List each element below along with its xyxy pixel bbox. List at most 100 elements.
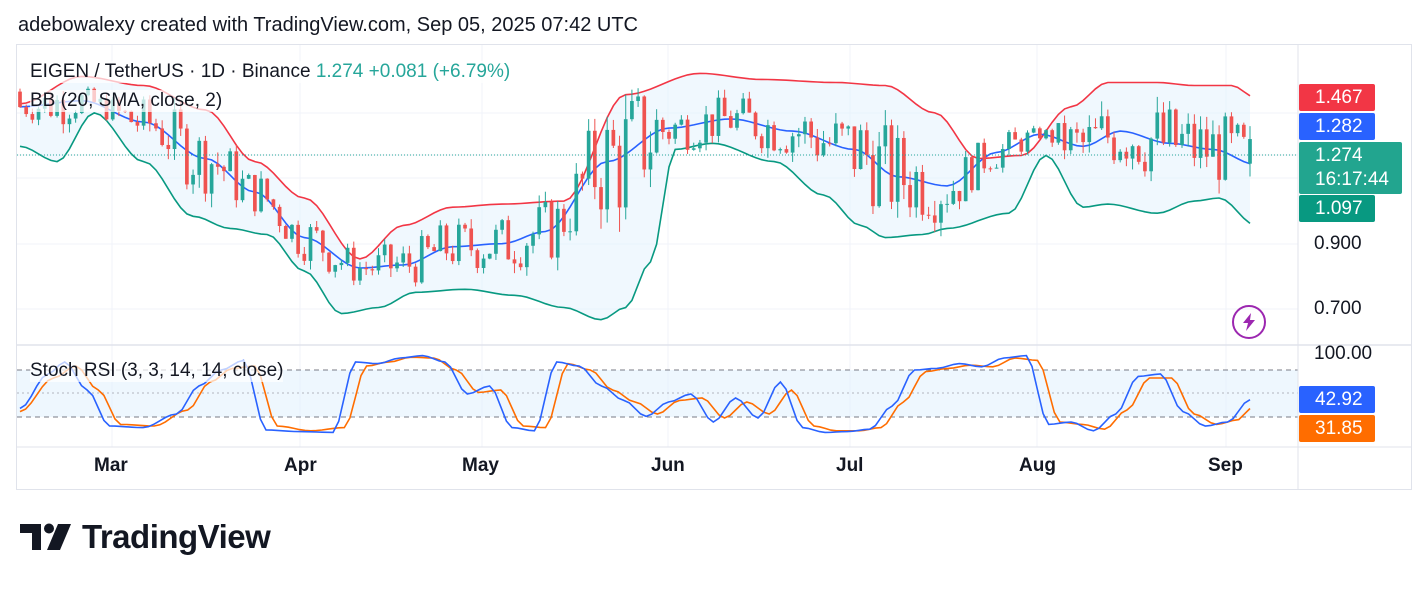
candle-body xyxy=(296,224,300,254)
candle-body xyxy=(1105,116,1110,138)
candle-body xyxy=(1161,112,1166,143)
candle-body xyxy=(1025,132,1030,152)
stoch-rsi-legend[interactable]: Stoch RSI (3, 3, 14, 14, close) xyxy=(30,360,284,382)
candle-body xyxy=(506,220,511,260)
candle-body xyxy=(963,157,968,202)
candle-body xyxy=(1217,134,1221,180)
candle-body xyxy=(1241,124,1246,137)
candle-body xyxy=(951,190,956,204)
candle-body xyxy=(1211,134,1215,157)
candle-body xyxy=(568,231,572,233)
candle-body xyxy=(1068,129,1073,151)
candle-body xyxy=(339,262,344,266)
candle-body xyxy=(234,151,239,201)
lightning-icon[interactable] xyxy=(1232,305,1266,339)
candle-body xyxy=(784,149,789,153)
candle-body xyxy=(432,247,436,252)
candle-body xyxy=(290,224,294,239)
bb-legend[interactable]: BB (20, SMA, close, 2) xyxy=(30,90,223,112)
candle-body xyxy=(401,253,406,263)
candle-body xyxy=(834,123,838,144)
candle-body xyxy=(654,119,659,153)
candle-body xyxy=(722,97,727,117)
candle-body xyxy=(197,140,202,175)
candle-body xyxy=(735,113,739,128)
current-price-tag: 1.274 16:17:44 xyxy=(1299,142,1402,194)
candle-body xyxy=(67,118,72,125)
candle-body xyxy=(815,137,820,156)
candle-body xyxy=(1031,128,1036,133)
month-label-aug: Aug xyxy=(1019,455,1056,476)
candle-body xyxy=(1007,132,1011,150)
candle-body xyxy=(351,247,356,281)
candle-body xyxy=(469,228,474,251)
candle-body xyxy=(908,185,912,208)
candle-body xyxy=(1044,130,1048,139)
candle-body xyxy=(364,268,368,270)
candle-body xyxy=(537,207,542,235)
candle-body xyxy=(759,136,764,149)
candle-body xyxy=(494,229,498,254)
candle-body xyxy=(1143,161,1147,172)
candle-body xyxy=(592,130,597,188)
candle-body xyxy=(358,268,362,281)
candle-body xyxy=(456,224,461,262)
candle-body xyxy=(994,167,999,169)
candle-body xyxy=(154,123,158,129)
candle-body xyxy=(129,111,134,123)
candle-body xyxy=(1204,129,1209,157)
candle-body xyxy=(766,125,770,149)
candle-body xyxy=(246,175,251,179)
bb-lower-line xyxy=(19,112,1251,321)
candle-body xyxy=(648,152,653,170)
candle-body xyxy=(895,137,900,202)
candle-body xyxy=(407,253,412,267)
candle-body xyxy=(599,187,603,210)
bar-countdown: 16:17:44 xyxy=(1315,169,1389,190)
candle-body xyxy=(710,114,715,136)
candle-body xyxy=(265,178,270,200)
candle-body xyxy=(1000,149,1005,168)
candle-body xyxy=(1050,130,1055,143)
candle-body xyxy=(667,131,671,139)
candle-body xyxy=(673,124,678,139)
candle-body xyxy=(803,121,807,135)
candle-body xyxy=(1167,109,1172,143)
candle-body xyxy=(438,225,443,252)
candle-body xyxy=(1099,116,1104,129)
candle-body xyxy=(636,96,640,102)
candle-body xyxy=(426,236,430,248)
candle-body xyxy=(1019,139,1024,152)
candle-body xyxy=(450,253,455,262)
candle-body xyxy=(970,157,974,191)
candle-body xyxy=(809,121,814,138)
candle-body xyxy=(871,155,875,207)
candle-body xyxy=(160,128,165,145)
candle-body xyxy=(914,171,919,208)
candle-body xyxy=(531,234,535,246)
symbol-legend[interactable]: EIGEN / TetherUS · 1D · Binance 1.274 +0… xyxy=(30,61,511,83)
candle-body xyxy=(926,214,931,216)
candle-body xyxy=(617,145,622,208)
symbol-label: EIGEN / TetherUS · 1D · Binance xyxy=(30,61,311,82)
candle-body xyxy=(932,215,937,223)
candle-body xyxy=(141,99,146,126)
candle-body xyxy=(444,225,449,254)
candle-body xyxy=(852,126,857,170)
candle-body xyxy=(642,96,647,170)
candle-body xyxy=(562,208,566,232)
candle-body xyxy=(1136,146,1141,162)
candle-body xyxy=(524,245,529,268)
candle-body xyxy=(1235,124,1240,134)
candle-body xyxy=(271,199,276,207)
candle-body xyxy=(902,137,906,186)
candle-body xyxy=(166,144,171,150)
candle-body xyxy=(215,164,220,167)
candle-body xyxy=(389,244,393,269)
candle-body xyxy=(228,151,232,172)
candle-body xyxy=(518,263,523,268)
tradingview-logo: TradingView xyxy=(20,518,271,556)
candle-body xyxy=(321,230,325,253)
chart-canvas[interactable] xyxy=(0,0,1428,500)
candle-body xyxy=(1038,128,1042,139)
